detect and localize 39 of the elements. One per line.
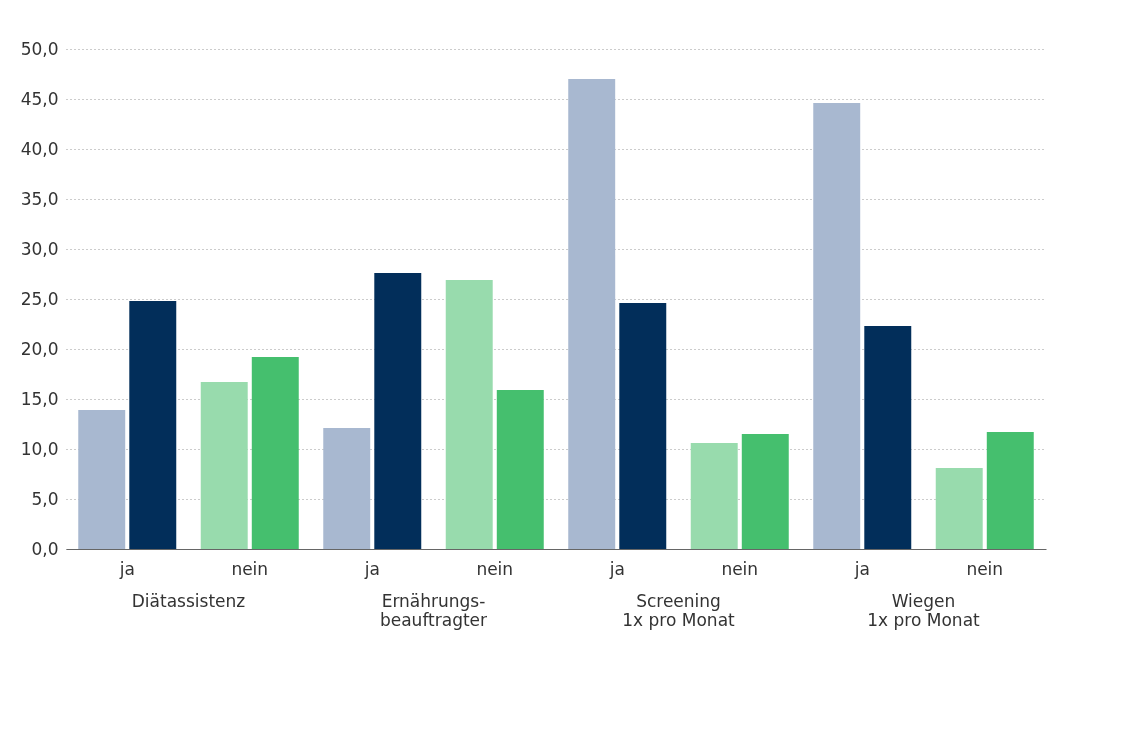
- x-tick-label: ja: [118, 558, 135, 579]
- bar: [986, 432, 1034, 549]
- y-tick-label: 5,0: [31, 488, 59, 509]
- bar: [619, 303, 667, 549]
- y-tick-label: 15,0: [20, 388, 59, 409]
- bar: [374, 273, 422, 549]
- text: Diätassistenz: [131, 591, 246, 611]
- y-tick-label: 30,0: [20, 238, 59, 259]
- bar: [741, 434, 789, 549]
- bar: [690, 443, 738, 549]
- x-tick-label: nein: [966, 558, 1004, 579]
- bar: [78, 410, 126, 549]
- bar: [813, 103, 861, 549]
- x-tick-label: ja: [853, 558, 870, 579]
- bar: [251, 357, 299, 549]
- bar: [200, 382, 248, 549]
- y-tick-label: 25,0: [20, 288, 59, 309]
- y-tick-label: 45,0: [20, 88, 59, 109]
- bar: [496, 390, 544, 549]
- x-tick-label: nein: [476, 558, 514, 579]
- x-tick-label: nein: [231, 558, 269, 579]
- y-tick-label: 40,0: [20, 138, 59, 159]
- x-tick-label: nein: [721, 558, 759, 579]
- y-tick-label: 10,0: [20, 438, 59, 459]
- x-tick-label: ja: [608, 558, 625, 579]
- bar: [445, 280, 493, 549]
- y-tick-label: 0,0: [31, 538, 59, 559]
- y-tick-label: 20,0: [20, 338, 59, 359]
- bar: [129, 301, 177, 549]
- text: Screening 1x pro Monat: [622, 591, 736, 630]
- bar: [323, 428, 371, 549]
- bar: [568, 79, 616, 549]
- text: Wiegen 1x pro Monat: [867, 591, 981, 630]
- y-tick-label: 35,0: [20, 188, 59, 209]
- text: Ernährungs- beauftragter: [379, 591, 488, 630]
- bar: [935, 468, 983, 549]
- y-tick-label: 50,0: [20, 38, 59, 59]
- x-tick-label: ja: [363, 558, 380, 579]
- bar: [864, 326, 912, 549]
